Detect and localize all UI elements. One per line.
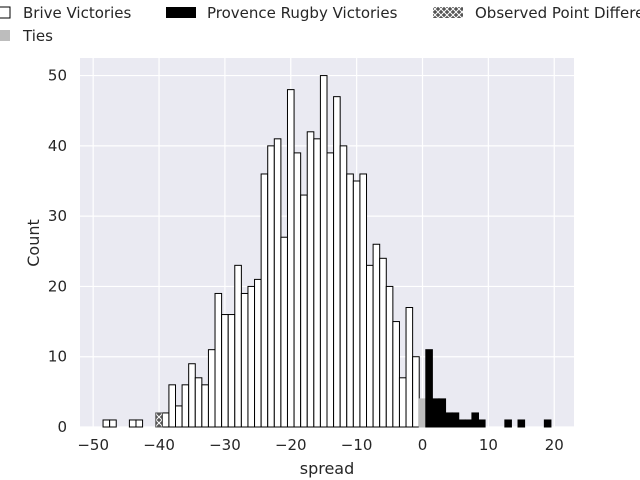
bar-provence — [504, 419, 512, 428]
bar-provence — [471, 412, 479, 428]
bar-brive — [168, 384, 177, 428]
bar-brive — [194, 377, 203, 428]
bar-brive — [234, 264, 242, 428]
bar-brive — [273, 138, 282, 428]
y-tick-label: 0 — [57, 418, 67, 436]
bar-brive — [339, 145, 348, 428]
bar-brive — [359, 173, 368, 428]
y-tick-label: 40 — [48, 137, 67, 155]
x-tick-label: −10 — [341, 436, 373, 454]
bar-provence — [445, 412, 453, 428]
bar-brive — [214, 292, 223, 428]
x-tick-label: 10 — [479, 436, 498, 454]
legend: Brive Victories Provence Rugby Victories… — [0, 4, 640, 45]
bar-brive — [102, 419, 111, 428]
bar-brive — [188, 363, 196, 428]
bar-brive — [267, 145, 275, 428]
bar-brive — [109, 419, 117, 428]
bar-brive — [227, 314, 236, 428]
bar-brive — [260, 173, 269, 428]
bar-provence — [517, 419, 526, 428]
bar-brive — [128, 419, 137, 428]
bar-brive — [412, 356, 420, 428]
bar-brive — [293, 152, 302, 428]
legend-swatch-provence — [166, 7, 196, 18]
x-axis-title: spread — [300, 459, 355, 478]
y-tick-label: 20 — [48, 277, 67, 295]
bar-provence — [477, 419, 486, 428]
x-tick-label: −30 — [209, 436, 241, 454]
bar-brive — [319, 75, 328, 428]
bar-brive — [135, 419, 144, 428]
x-tick-label: −20 — [275, 436, 307, 454]
y-tick-label: 10 — [48, 348, 67, 366]
bar-brive — [352, 180, 361, 428]
bar-ties — [418, 398, 427, 428]
bar-brive — [247, 285, 256, 428]
bar-brive — [207, 349, 216, 428]
bar-brive — [286, 89, 295, 428]
bar-brive — [161, 412, 170, 428]
x-tick-label: −50 — [77, 436, 109, 454]
bar-brive — [346, 173, 354, 428]
y-axis-title: Count — [24, 219, 43, 267]
bar-brive — [201, 384, 209, 428]
legend-swatch-observed — [433, 7, 463, 18]
bar-brive — [326, 152, 335, 428]
y-tick-label: 50 — [48, 67, 67, 85]
bar-provence — [425, 349, 433, 428]
bar-brive — [392, 321, 400, 428]
bar-brive — [405, 307, 414, 428]
bar-brive — [254, 278, 262, 428]
bar-brive — [240, 292, 249, 428]
bar-provence — [458, 419, 466, 428]
x-tick-label: 20 — [545, 436, 564, 454]
legend-label-brive: Brive Victories — [23, 4, 131, 22]
bar-observed — [155, 412, 163, 428]
bar-brive — [379, 257, 387, 428]
legend-label-provence: Provence Rugby Victories — [207, 4, 398, 22]
x-tick-label: 0 — [418, 436, 428, 454]
y-tick-label: 30 — [48, 207, 67, 225]
legend-label-observed: Observed Point Differe — [475, 4, 640, 22]
bar-provence — [451, 412, 460, 428]
legend-swatch-brive — [0, 6, 11, 19]
bar-provence — [464, 419, 473, 428]
bar-brive — [306, 131, 315, 428]
bar-brive — [366, 264, 374, 428]
bar-provence — [543, 419, 552, 428]
bar-brive — [313, 138, 321, 428]
bar-brive — [372, 243, 381, 428]
bar-brive — [333, 96, 341, 428]
bar-provence — [431, 398, 440, 428]
bar-brive — [175, 405, 183, 428]
bar-brive — [280, 236, 288, 428]
bar-brive — [398, 377, 407, 428]
bar-provence — [438, 398, 447, 428]
bar-brive — [385, 285, 394, 428]
legend-label-ties: Ties — [22, 27, 53, 45]
x-tick-label: −40 — [143, 436, 175, 454]
bar-brive — [181, 384, 190, 428]
bar-brive — [300, 194, 308, 428]
bar-brive — [221, 314, 229, 428]
legend-swatch-ties — [0, 30, 10, 41]
